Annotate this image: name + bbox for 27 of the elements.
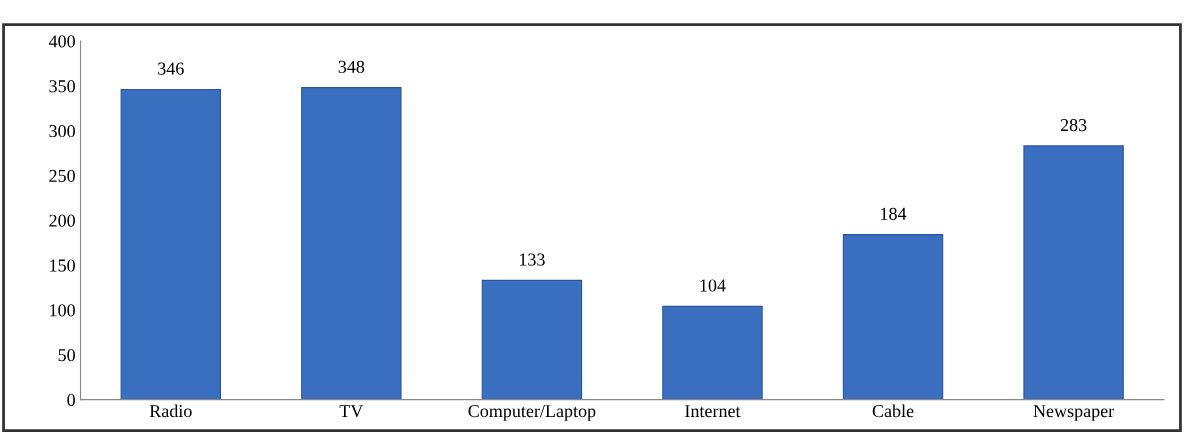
y-tick-label: 350 (49, 80, 75, 93)
data-label: 283 (1060, 118, 1087, 132)
y-tick-label: 50 (58, 349, 75, 362)
x-tick-label: Cable (872, 404, 914, 418)
bar (842, 234, 944, 400)
y-tick-label: 250 (49, 169, 75, 182)
x-tick-label: TV (339, 405, 364, 418)
data-label: 133 (519, 253, 545, 266)
y-tick-label: 0 (67, 393, 75, 407)
data-label: 346 (158, 62, 184, 75)
data-label: 104 (700, 279, 726, 292)
bar (301, 87, 402, 400)
y-tick-label: 100 (50, 304, 75, 317)
x-tick-label: Radio (149, 404, 192, 418)
y-tick-label: 150 (50, 259, 75, 272)
bar (120, 88, 222, 400)
y-tick-label: 300 (49, 124, 75, 138)
y-tick-label: 400 (48, 35, 75, 48)
x-tick-label: Newspaper (1033, 405, 1115, 421)
data-label: 348 (338, 60, 365, 73)
bar (481, 279, 583, 400)
y-tick-label: 200 (49, 214, 75, 227)
data-label: 184 (881, 207, 907, 220)
bar (662, 305, 763, 400)
x-tick-label: Internet (685, 405, 741, 418)
bar (1023, 145, 1124, 400)
x-tick-label: Computer/Laptop (468, 405, 596, 421)
